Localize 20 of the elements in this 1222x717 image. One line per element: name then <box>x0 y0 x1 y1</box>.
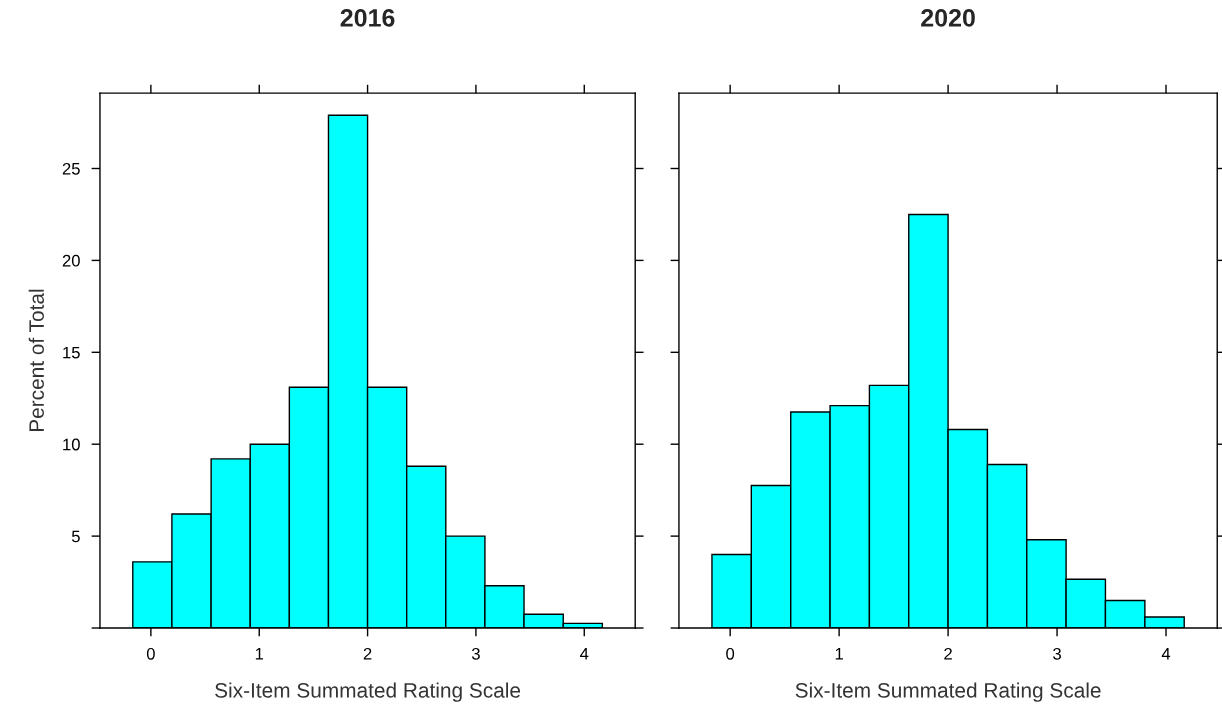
x-tick-label: 4 <box>580 648 589 660</box>
x-tick-label: 1 <box>835 648 843 660</box>
y-axis-title: Percent of Total <box>28 289 44 432</box>
y-tick-label: 5 <box>71 530 80 543</box>
x-tick-label: 2 <box>944 647 952 660</box>
y-tick-label: 20 <box>62 254 80 267</box>
x-axis-title: Six-Item Summated Rating Scale <box>215 682 521 702</box>
x-tick-label: 0 <box>726 647 735 660</box>
x-tick-label: 3 <box>1053 647 1061 660</box>
x-axis-title: Six-Item Summated Rating Scale <box>795 682 1101 702</box>
x-tick-label: 1 <box>255 648 264 660</box>
x-tick-label: 2 <box>363 647 372 660</box>
x-tick-label: 3 <box>471 647 480 660</box>
y-tick-label: 25 <box>62 162 80 175</box>
y-tick-label: 15 <box>63 346 80 359</box>
x-tick-label: 4 <box>1161 648 1171 660</box>
y-tick-label: 10 <box>63 438 80 451</box>
chart-title: 2016 <box>340 9 395 27</box>
chart-title: 2020 <box>921 9 975 27</box>
x-tick-label: 0 <box>146 647 155 660</box>
